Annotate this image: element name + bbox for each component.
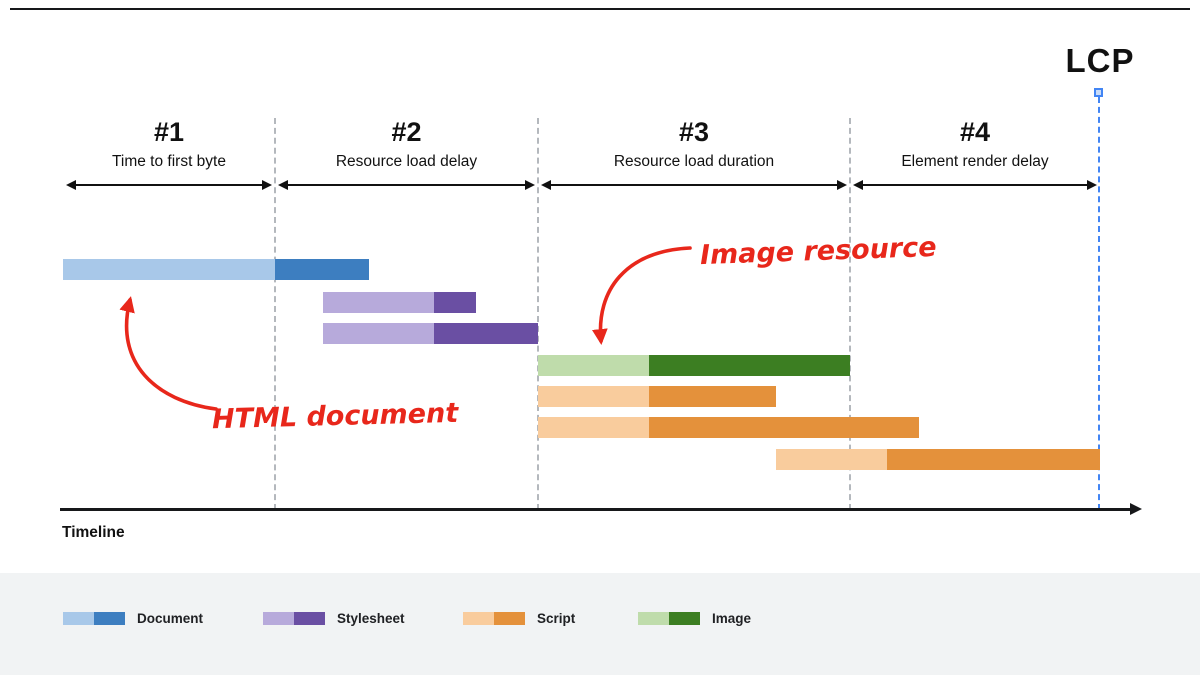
legend-swatch-dark	[669, 612, 700, 625]
bar-stylesheet	[323, 323, 538, 344]
bar-document	[63, 259, 369, 280]
top-border-line	[10, 8, 1190, 10]
legend-swatch	[263, 612, 325, 625]
legend-label: Script	[537, 611, 576, 626]
phase-span-arrow	[853, 180, 1097, 190]
phase-column: #1 Time to first byte	[63, 114, 275, 190]
phase-number: #2	[391, 117, 422, 147]
phases-row: #1 Time to first byte #2 Resource load d…	[63, 114, 1100, 190]
legend-label: Stylesheet	[337, 611, 405, 626]
phase-number: #4	[959, 117, 991, 147]
arrow-to-image-resource	[591, 246, 692, 345]
bar-segment-light	[538, 386, 649, 407]
bar-segment-dark	[649, 417, 919, 438]
legend-item: Document	[63, 611, 203, 626]
phase-divider	[274, 118, 276, 510]
bar-script	[776, 449, 1100, 470]
legend-swatch-dark	[94, 612, 125, 625]
bar-segment-light	[776, 449, 887, 470]
phase-label: Resource load delay	[335, 153, 478, 170]
bar-segment-dark	[649, 386, 776, 407]
bar-script	[538, 386, 776, 407]
bar-segment-light	[63, 259, 275, 280]
phase-divider	[849, 118, 851, 510]
phase-divider	[537, 118, 539, 510]
phase-span-arrow	[541, 180, 847, 190]
bar-segment-light	[323, 323, 434, 344]
timeline-axis-arrowhead	[1130, 503, 1142, 515]
legend-swatch	[63, 612, 125, 625]
annotation-html-document: HTML document	[211, 397, 459, 436]
legend-item: Stylesheet	[263, 611, 405, 626]
bar-segment-dark	[275, 259, 369, 280]
bar-segment-dark	[434, 292, 476, 313]
arrow-to-html-document	[119, 296, 218, 411]
bar-segment-dark	[887, 449, 1100, 470]
phase-number: #3	[678, 117, 710, 147]
bar-script	[538, 417, 919, 438]
legend-label: Image	[712, 611, 752, 626]
bar-segment-light	[323, 292, 434, 313]
legend-swatch-light	[638, 612, 669, 625]
phase-label: Resource load duration	[613, 153, 775, 170]
bar-segment-dark	[434, 323, 538, 344]
phase-span-arrow	[278, 180, 535, 190]
timeline-label: Timeline	[62, 524, 125, 541]
bar-segment-dark	[649, 355, 850, 376]
legend-item: Image	[638, 611, 751, 626]
timeline-axis	[60, 508, 1132, 511]
bar-segment-light	[538, 355, 649, 376]
phase-column: #4 Element render delay	[850, 114, 1100, 190]
bar-stylesheet	[323, 292, 476, 313]
phase-number: #1	[153, 117, 185, 147]
bar-image	[538, 355, 850, 376]
legend-swatch	[638, 612, 700, 625]
lcp-dashed-line	[1098, 97, 1100, 510]
legend-item: Script	[463, 611, 575, 626]
legend-swatch-dark	[494, 612, 525, 625]
legend-swatch	[463, 612, 525, 625]
legend-swatch-light	[263, 612, 294, 625]
bar-segment-light	[538, 417, 649, 438]
annotation-image-resource: Image resource	[699, 231, 938, 272]
legend-swatch-dark	[294, 612, 325, 625]
lcp-title: LCP	[1065, 42, 1135, 79]
legend-label: Document	[137, 611, 204, 626]
phase-label: Time to first byte	[112, 153, 226, 170]
lcp-marker-square	[1094, 88, 1103, 97]
legend-swatch-light	[463, 612, 494, 625]
phase-span-arrow	[66, 180, 272, 190]
legend-swatch-light	[63, 612, 94, 625]
legend-strip	[0, 573, 1200, 675]
phase-column: #2 Resource load delay	[275, 114, 538, 190]
phase-label: Element render delay	[901, 153, 1049, 170]
phase-column: #3 Resource load duration	[538, 114, 850, 190]
